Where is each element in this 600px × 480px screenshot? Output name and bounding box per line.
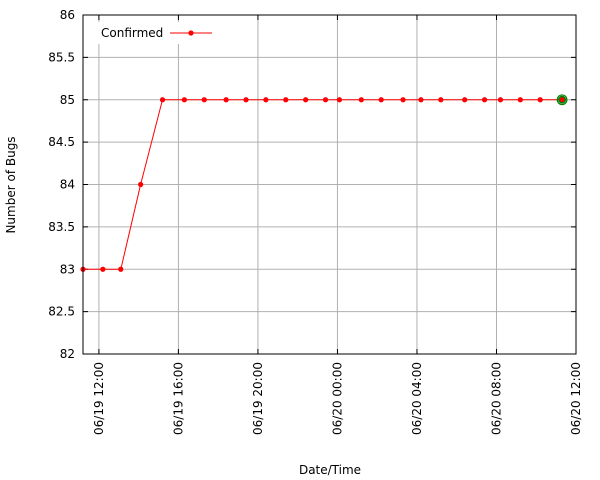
data-point bbox=[100, 266, 106, 272]
y-tick-label: 83 bbox=[60, 262, 75, 276]
data-point bbox=[558, 95, 567, 104]
data-point bbox=[517, 97, 523, 103]
y-axis-label: Number of Bugs bbox=[4, 136, 18, 233]
data-point bbox=[243, 97, 249, 103]
y-tick-label: 83.5 bbox=[48, 220, 75, 234]
data-point bbox=[201, 97, 207, 103]
data-point bbox=[336, 97, 343, 103]
y-tick-label: 82 bbox=[60, 347, 75, 361]
legend-label: Confirmed bbox=[101, 26, 163, 40]
data-point bbox=[138, 181, 144, 188]
y-tick-label: 85.5 bbox=[48, 50, 75, 64]
y-tick-label: 84.5 bbox=[48, 135, 75, 149]
legend-marker bbox=[188, 30, 194, 36]
data-point bbox=[462, 97, 468, 103]
data-point bbox=[481, 97, 488, 103]
data-point bbox=[159, 97, 166, 103]
data-point bbox=[400, 97, 406, 103]
data-point bbox=[358, 97, 364, 103]
x-tick-label: 06/19 20:00 bbox=[251, 362, 265, 435]
legend-background bbox=[92, 22, 218, 44]
data-point bbox=[418, 97, 424, 103]
data-point bbox=[497, 97, 504, 103]
data-point bbox=[223, 97, 229, 103]
y-tick-label: 84 bbox=[60, 178, 75, 192]
data-point bbox=[438, 97, 444, 103]
data-point bbox=[537, 97, 543, 103]
x-tick-label: 06/20 08:00 bbox=[489, 362, 503, 435]
y-tick-label: 82.5 bbox=[48, 305, 75, 319]
legend: Confirmed bbox=[92, 22, 218, 44]
x-tick-label: 06/20 04:00 bbox=[410, 362, 424, 435]
data-point bbox=[378, 97, 384, 103]
y-tick-label: 85 bbox=[60, 93, 75, 107]
x-tick-label: 06/20 12:00 bbox=[569, 362, 583, 435]
data-point bbox=[283, 97, 289, 103]
x-tick-label: 06/19 12:00 bbox=[92, 362, 106, 435]
data-point bbox=[118, 266, 124, 272]
data-point bbox=[322, 97, 329, 103]
y-tick-label: 86 bbox=[60, 8, 75, 22]
last-point-highlight bbox=[556, 94, 568, 106]
x-tick-label: 06/20 00:00 bbox=[330, 362, 344, 435]
series-points bbox=[80, 94, 568, 272]
plot-frame bbox=[82, 14, 577, 355]
x-axis: 06/19 12:00 06/19 16:00 06/19 20:00 06/20 0… bbox=[92, 15, 583, 435]
data-point bbox=[181, 97, 187, 103]
x-tick-label: 06/19 16:00 bbox=[171, 362, 185, 435]
x-axis-label: Date/Time bbox=[299, 463, 361, 477]
data-point bbox=[263, 97, 269, 103]
data-point bbox=[303, 97, 309, 103]
y-axis: 82 82.5 83 83.5 84 84.5 85 85.5 86 bbox=[48, 8, 576, 361]
